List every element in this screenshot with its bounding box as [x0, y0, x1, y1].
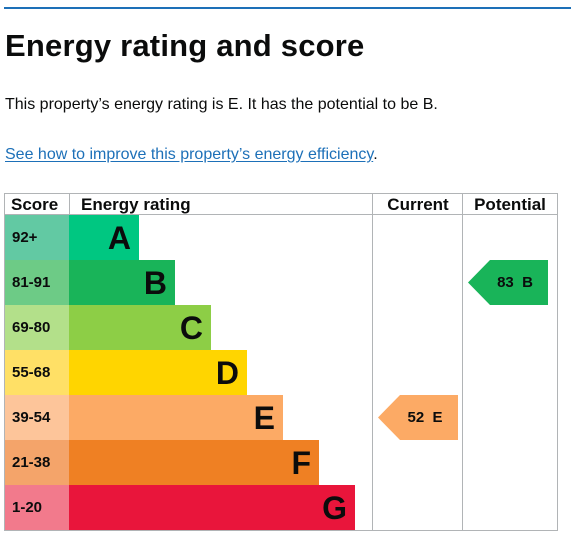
arrow-label: 83 B [497, 274, 533, 291]
column-header-score: Score [5, 194, 70, 215]
current-rating-indicator: 52 E [378, 395, 458, 440]
column-divider [372, 194, 373, 530]
band-bar: D [69, 350, 247, 395]
band-score-range: 81-91 [5, 260, 69, 305]
column-header-energy-rating: Energy rating [70, 194, 373, 215]
arrow-shape [378, 395, 458, 440]
band-letter: C [179, 310, 203, 346]
improve-link-line: See how to improve this property’s energ… [5, 146, 378, 164]
band-bar: G [69, 485, 355, 530]
band-letter: B [143, 265, 167, 301]
band-score-range: 21-38 [5, 440, 69, 485]
link-suffix: . [373, 146, 378, 163]
band-score-range: 1-20 [5, 485, 69, 530]
band-letter: E [253, 400, 275, 436]
column-divider [462, 194, 463, 530]
arrow-label: 52 E [407, 409, 443, 426]
section-top-rule [4, 7, 571, 9]
band-score-range: 55-68 [5, 350, 69, 395]
column-header-potential: Potential [463, 194, 557, 215]
band-bar: B [69, 260, 175, 305]
improve-efficiency-link[interactable]: See how to improve this property’s energ… [5, 146, 374, 163]
column-header-current: Current [373, 194, 463, 215]
arrow-shape [468, 260, 548, 305]
band-score-range: 39-54 [5, 395, 69, 440]
rating-summary: This property’s energy rating is E. It h… [5, 96, 438, 113]
energy-rating-chart: Score Energy rating Current Potential 92… [4, 193, 558, 531]
band-bar: F [69, 440, 319, 485]
band-letter: A [107, 220, 131, 256]
band-letter: G [322, 490, 347, 526]
band-letter: F [291, 445, 311, 481]
band-bar: E [69, 395, 283, 440]
page-title: Energy rating and score [5, 28, 365, 63]
band-score-range: 92+ [5, 215, 69, 260]
band-score-range: 69-80 [5, 305, 69, 350]
band-bar: A [69, 215, 139, 260]
band-letter: D [215, 355, 239, 391]
potential-rating-indicator: 83 B [468, 260, 548, 305]
band-bar: C [69, 305, 211, 350]
